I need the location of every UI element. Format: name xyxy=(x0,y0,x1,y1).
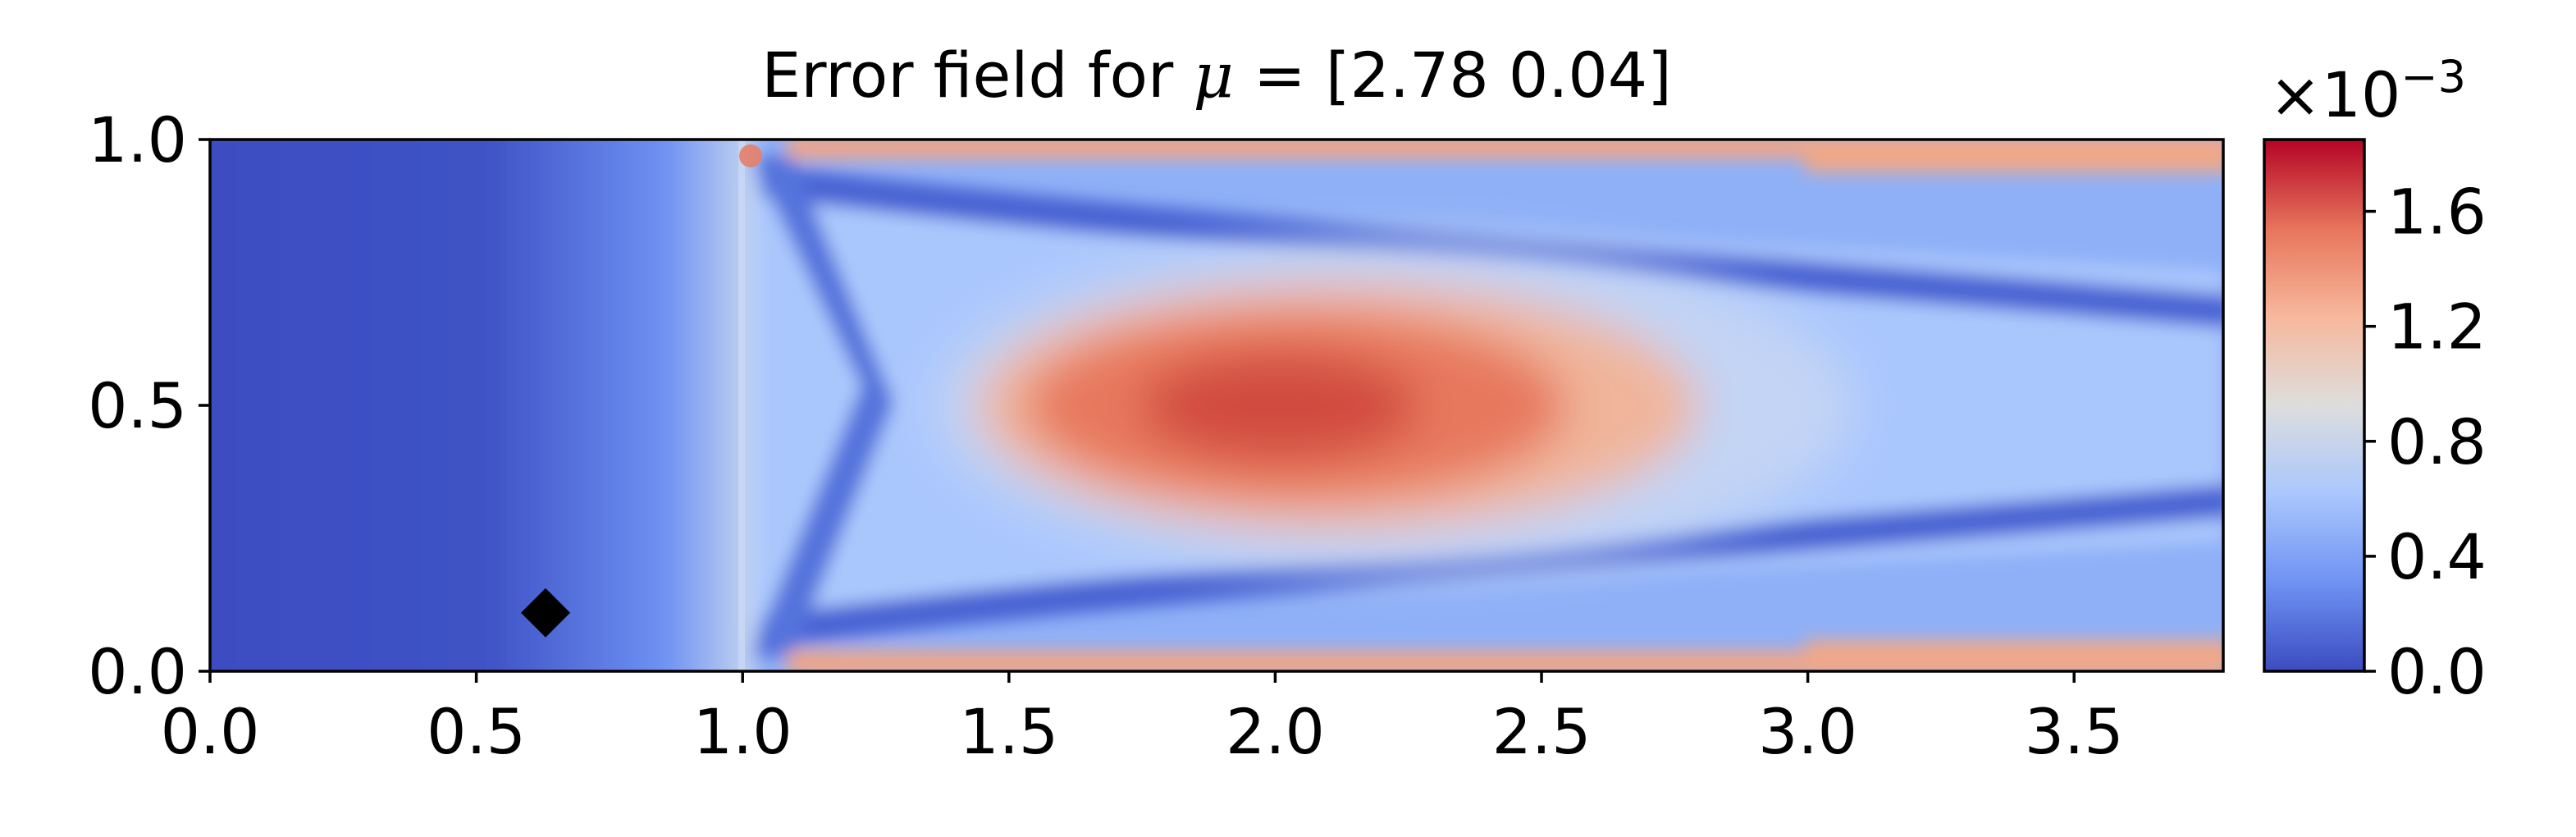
colorbar-fill xyxy=(2264,140,2364,671)
y-tick-label: 0.5 xyxy=(88,369,187,442)
y-tick-label: 0.0 xyxy=(88,635,187,708)
colorbar-tick-label: 0.0 xyxy=(2387,635,2487,708)
x-tick-label: 1.5 xyxy=(959,695,1058,768)
x-tick-label: 0.5 xyxy=(427,695,526,768)
colorbar-tick-label: 0.8 xyxy=(2387,405,2487,478)
colorbar-axis: 0.0 0.4 0.8 1.2 1.6 xyxy=(2364,176,2487,708)
y-tick-label: 1.0 xyxy=(88,103,187,176)
x-axis: 0.0 0.5 1.0 1.5 2.0 2.5 3.0 3.5 xyxy=(161,671,2124,768)
x-tick-label: 3.5 xyxy=(2025,695,2124,768)
x-tick-label: 1.0 xyxy=(693,695,792,768)
colorbar-tick-label: 1.6 xyxy=(2387,176,2487,249)
y-axis: 0.0 0.5 1.0 xyxy=(88,103,210,708)
x-tick-label: 3.0 xyxy=(1758,695,1857,768)
colorbar-tick-label: 0.4 xyxy=(2387,520,2487,593)
reference-marker xyxy=(521,588,570,638)
chart-title: Error field for μ = [2.78 0.04] xyxy=(761,39,1672,112)
colorbar-tick-label: 1.2 xyxy=(2387,290,2487,364)
heatmap-field xyxy=(210,140,2223,671)
x-tick-label: 2.0 xyxy=(1226,695,1325,768)
colorbar: 0.0 0.4 0.8 1.2 1.6 ×10−3 xyxy=(2263,51,2487,708)
x-tick-label: 2.5 xyxy=(1492,695,1592,768)
colorbar-scale-label: ×10−3 xyxy=(2269,51,2466,131)
x-tick-label: 0.0 xyxy=(161,695,260,768)
colorbar-frame xyxy=(2263,138,2366,673)
